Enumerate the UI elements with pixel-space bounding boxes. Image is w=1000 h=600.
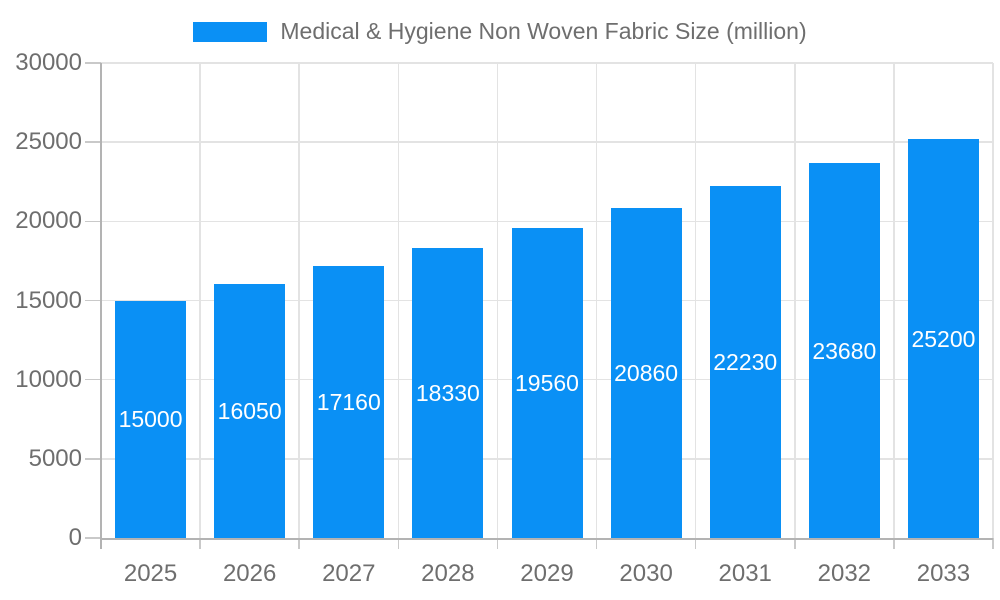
- x-gridline: [794, 63, 796, 538]
- y-gridline: [101, 141, 993, 143]
- x-axis-label-2031: 2031: [718, 560, 772, 587]
- bar-value-label: 16050: [217, 397, 282, 424]
- x-axis-tick: [893, 538, 895, 549]
- y-axis-tick: [85, 458, 101, 460]
- x-axis-label-2030: 2030: [619, 560, 673, 587]
- x-gridline: [199, 63, 201, 538]
- x-axis-tick: [794, 538, 796, 549]
- y-axis-label: 5000: [28, 444, 82, 472]
- y-axis-label: 0: [68, 524, 82, 551]
- bar-2031[interactable]: [709, 186, 781, 538]
- x-axis-line: [100, 538, 993, 540]
- y-axis-tick: [85, 62, 101, 64]
- x-axis-tick: [694, 538, 697, 549]
- x-axis-tick: [496, 538, 499, 549]
- x-gridline: [298, 63, 300, 538]
- bar-2032[interactable]: [808, 163, 880, 538]
- y-axis-tick: [85, 299, 101, 302]
- x-axis-tick: [595, 538, 598, 549]
- x-gridline: [694, 63, 697, 538]
- bar-value-label: 18330: [415, 379, 480, 406]
- y-axis-tick: [85, 220, 101, 223]
- y-axis-line: [100, 63, 102, 549]
- legend-swatch: [193, 21, 268, 42]
- x-axis-tick: [199, 538, 201, 549]
- legend-label: Medical & Hygiene Non Woven Fabric Size …: [280, 18, 807, 44]
- x-gridline: [992, 63, 994, 538]
- y-axis-tick: [85, 141, 101, 143]
- x-axis-label-2025: 2025: [123, 560, 178, 587]
- x-gridline: [893, 63, 895, 538]
- y-gridline: [101, 62, 993, 64]
- x-axis-label-2026: 2026: [222, 560, 277, 587]
- y-axis-label: 25000: [15, 128, 82, 156]
- bar-value-label: 19560: [515, 370, 579, 397]
- bar-2029[interactable]: [511, 228, 583, 538]
- legend-item[interactable]: Medical & Hygiene Non Woven Fabric Size …: [0, 18, 1000, 45]
- x-axis-label-2032: 2032: [817, 560, 872, 587]
- x-gridline: [595, 63, 598, 538]
- y-gridline: [101, 220, 993, 223]
- bar-value-label: 20860: [614, 359, 679, 386]
- bar-value-label: 22230: [713, 349, 778, 375]
- bar-2028[interactable]: [412, 247, 484, 538]
- x-gridline: [397, 63, 400, 538]
- bar-value-label: 25200: [911, 325, 976, 352]
- x-axis-tick: [298, 538, 300, 549]
- x-axis-tick: [992, 538, 994, 549]
- y-axis-tick: [85, 537, 101, 539]
- bar-2025[interactable]: [115, 300, 187, 538]
- x-axis-label-2028: 2028: [421, 560, 475, 587]
- x-axis-tick: [397, 538, 400, 549]
- bar-2027[interactable]: [313, 266, 385, 538]
- bar-2033[interactable]: [907, 139, 979, 538]
- x-gridline: [496, 63, 499, 538]
- x-axis-label-2027: 2027: [322, 560, 376, 587]
- y-axis-label: 30000: [15, 49, 82, 76]
- bar-value-label: 17160: [316, 389, 381, 416]
- y-axis-label: 15000: [15, 286, 82, 314]
- y-axis-tick: [85, 378, 101, 381]
- bar-2026[interactable]: [214, 283, 286, 538]
- y-axis-label: 10000: [15, 365, 82, 393]
- x-axis-label-2029: 2029: [520, 560, 574, 587]
- x-axis-label-2033: 2033: [916, 560, 971, 587]
- y-axis-label: 20000: [15, 207, 82, 235]
- bar-value-label: 23680: [812, 337, 877, 364]
- bar-value-label: 15000: [118, 406, 183, 433]
- bar-2030[interactable]: [610, 207, 682, 538]
